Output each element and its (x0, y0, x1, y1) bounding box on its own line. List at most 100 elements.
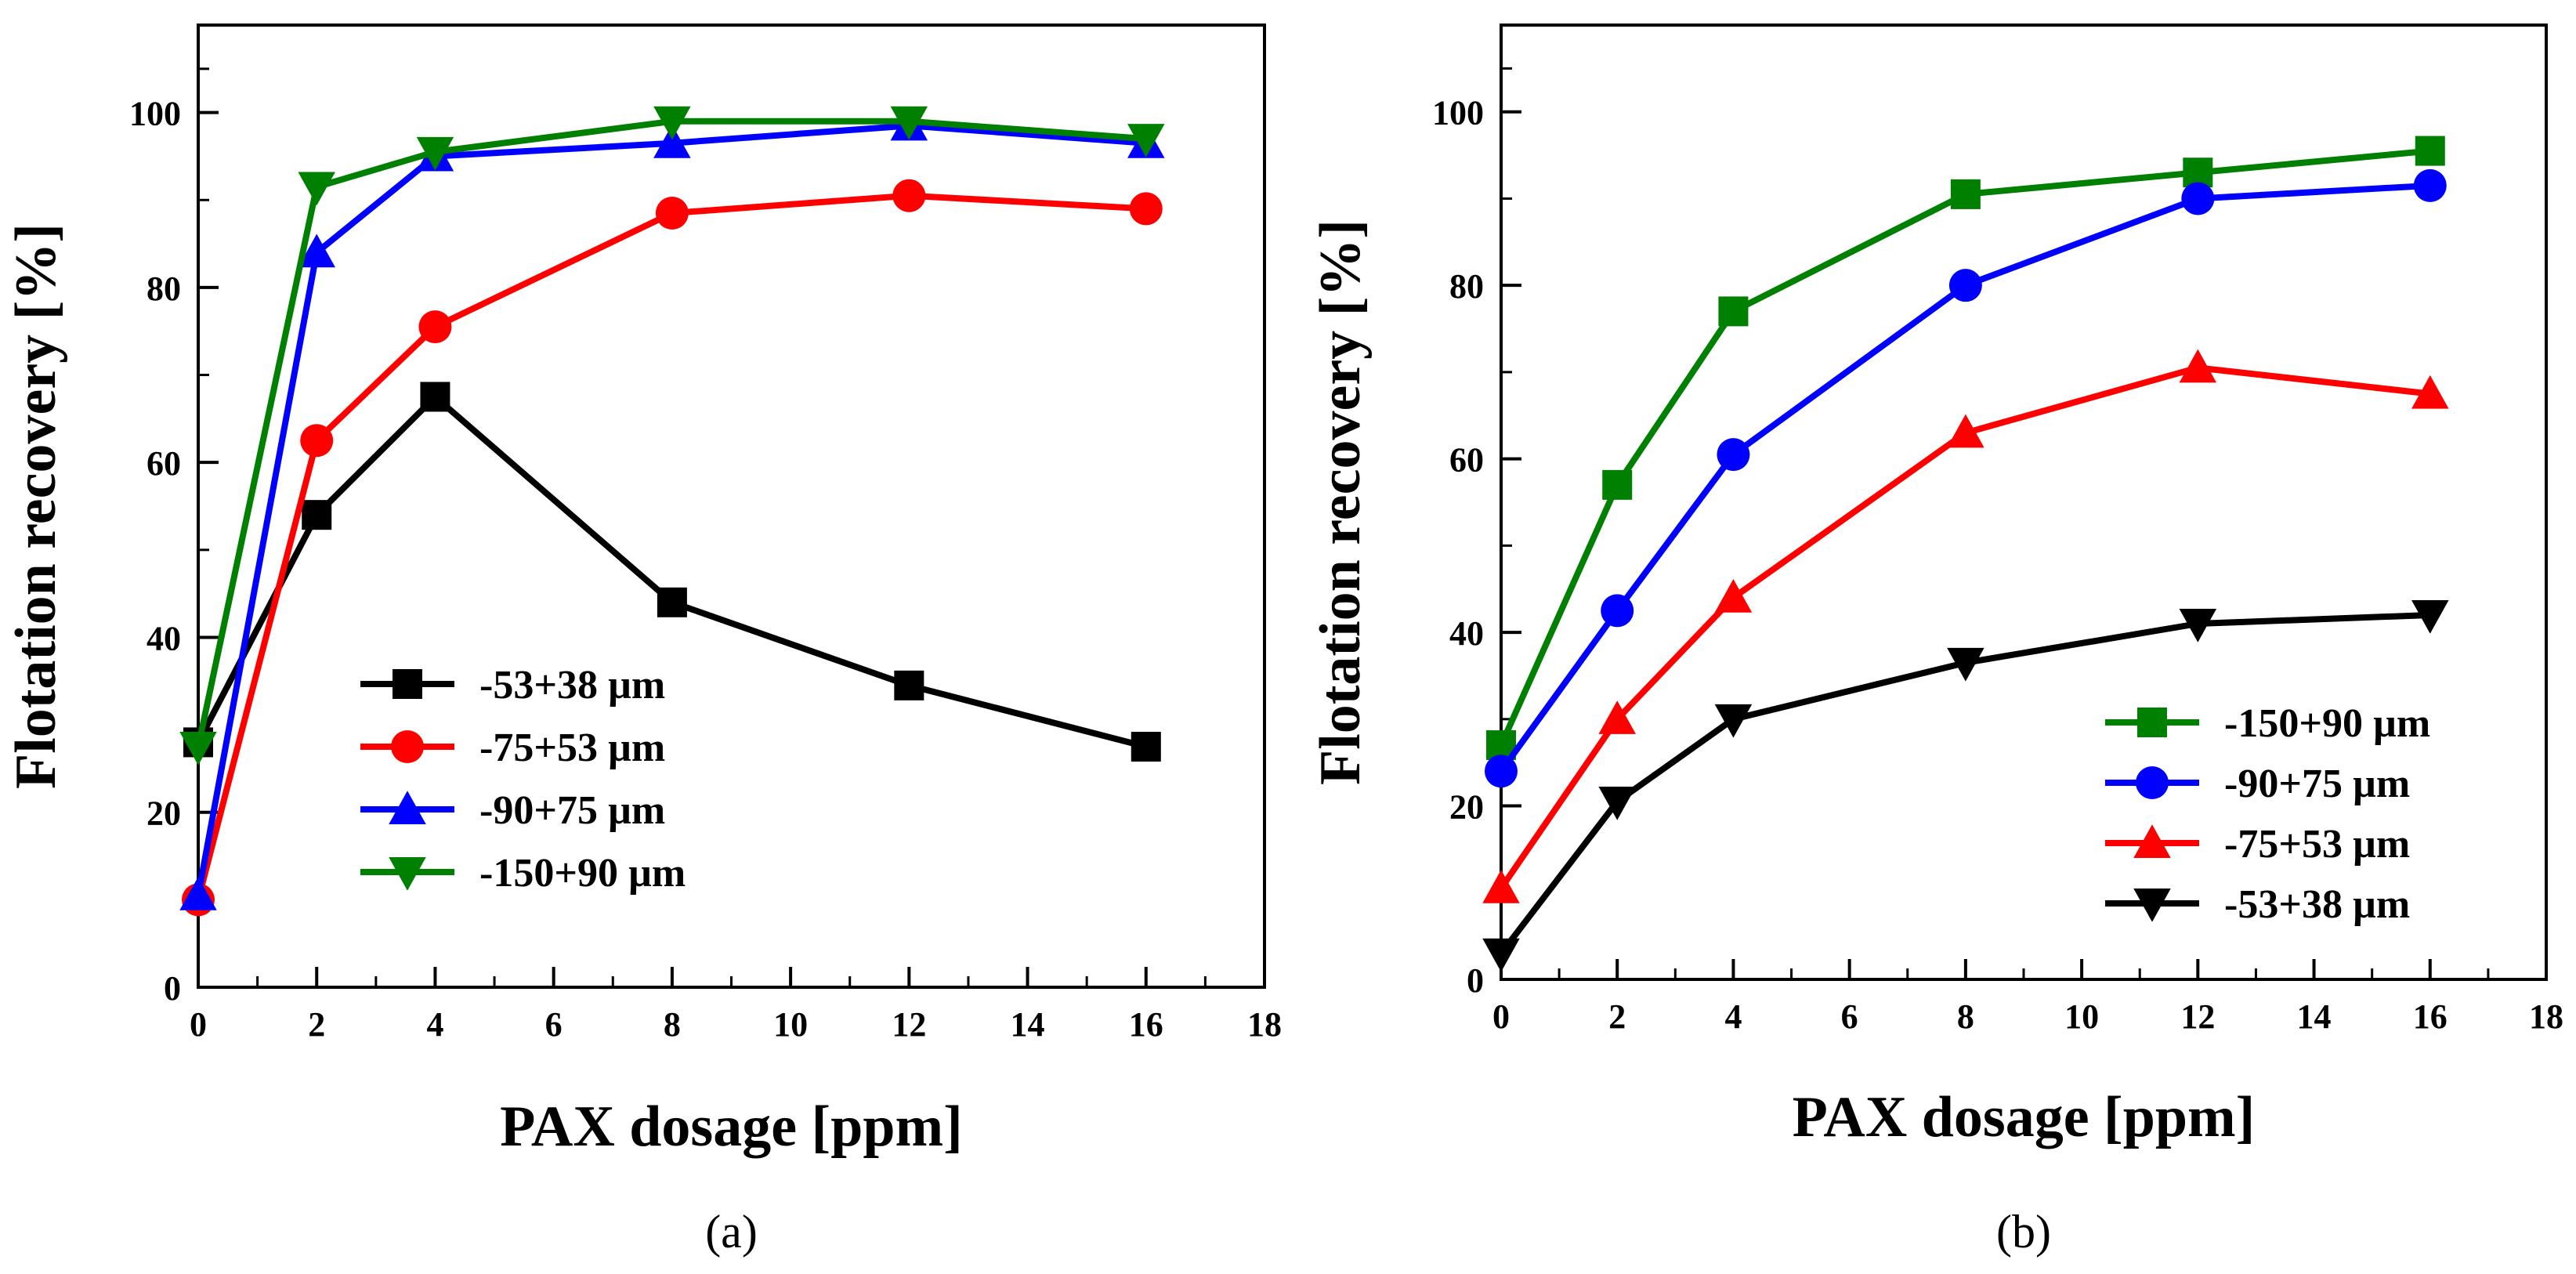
x-tick-label: 18 (1247, 1005, 1282, 1044)
x-tick-label: 0 (1492, 997, 1510, 1036)
x-tick-label: 12 (2180, 997, 2215, 1036)
y-axis-title: Flotation recovery [%] (1308, 219, 1373, 785)
x-tick-label: 16 (1129, 1005, 1163, 1044)
data-point-series-1 (300, 424, 334, 458)
legend-label-2: -75+53 µm (2224, 822, 2410, 867)
legend-marker-2 (2133, 824, 2171, 858)
x-tick-label: 14 (1011, 1005, 1045, 1044)
data-point-series-3 (1482, 938, 1520, 972)
data-point-series-1 (1717, 438, 1750, 472)
y-tick-label: 80 (1449, 267, 1484, 306)
y-tick-label: 60 (1449, 441, 1484, 480)
data-point-series-0 (894, 670, 924, 700)
data-point-series-3 (1947, 647, 1984, 682)
data-point-series-3 (2411, 599, 2449, 634)
panel-b-chart: 0 2 4 6 8 10 12 14 16 18 0 20 40 60 80 100 PAX dosage [p… (1308, 24, 2563, 1258)
data-point-series-3 (2179, 609, 2217, 642)
series-line-0 (195, 393, 1147, 750)
x-tick-label: 18 (2529, 997, 2563, 1036)
legend-label-1: -75+53 µm (479, 726, 665, 770)
legend-label-3: -53+38 µm (2224, 882, 2410, 927)
legend-label-0: -53+38 µm (479, 663, 665, 708)
data-point-series-3 (1714, 704, 1753, 738)
series-line-2 (195, 122, 1147, 896)
x-tick-label: 10 (773, 1005, 808, 1044)
x-tick-label: 12 (892, 1005, 926, 1044)
x-axis-title: PAX dosage [ppm] (500, 1095, 963, 1159)
y-tick-label: 60 (147, 444, 181, 483)
data-point-series-3 (298, 172, 335, 206)
data-point-series-3 (416, 136, 454, 171)
legend-marker-0 (2137, 708, 2167, 737)
series-line-1 (1498, 182, 2431, 773)
legend-marker-2 (389, 791, 426, 824)
data-point-series-2 (1947, 414, 1984, 448)
y-tick-label: 0 (1467, 961, 1484, 1000)
x-tick-label: 8 (1957, 997, 1974, 1036)
series-line-3 (1498, 611, 2430, 956)
data-point-series-0 (420, 382, 450, 412)
data-point-series-1 (2413, 168, 2447, 202)
legend-marker-3 (389, 857, 426, 891)
x-tick-label: 4 (1724, 997, 1742, 1036)
series-line-3 (195, 118, 1147, 747)
data-point-series-2 (1714, 579, 1753, 613)
y-tick-label: 40 (147, 619, 181, 657)
data-point-series-0 (1602, 469, 1633, 500)
data-point-series-2 (179, 877, 217, 910)
data-point-series-1 (1601, 594, 1634, 628)
y-tick-label: 40 (1449, 614, 1484, 653)
data-point-series-2 (2179, 349, 2217, 383)
data-point-series-2 (2411, 375, 2449, 409)
x-tick-label: 14 (2297, 997, 2332, 1036)
x-tick-label: 8 (664, 1005, 681, 1044)
data-point-series-2 (1598, 700, 1636, 734)
x-tick-label: 0 (190, 1005, 207, 1044)
data-point-series-3 (179, 732, 217, 765)
data-point-series-2 (298, 233, 335, 268)
series-line-0 (1498, 147, 2431, 747)
data-point-series-0 (657, 587, 687, 617)
data-point-series-1 (1129, 192, 1163, 226)
data-point-series-3 (653, 106, 691, 140)
legend-label-2: -90+75 µm (479, 788, 665, 833)
data-point-series-1 (1948, 269, 1982, 302)
legend-marker-1 (391, 730, 424, 763)
data-point-series-1 (892, 179, 926, 212)
x-tick-label: 2 (308, 1005, 325, 1044)
legend-label-1: -90+75 µm (2224, 762, 2410, 806)
data-point-series-0 (1131, 732, 1161, 762)
panel-label: (b) (1996, 1206, 2051, 1258)
x-tick-label: 4 (426, 1005, 443, 1044)
series-line-1 (195, 192, 1146, 901)
x-tick-label: 6 (545, 1005, 563, 1044)
data-point-series-0 (302, 500, 332, 530)
x-tick-label: 2 (1608, 997, 1626, 1036)
data-point-series-2 (653, 124, 691, 158)
series-line-2 (1498, 364, 2431, 891)
plot-frame (197, 24, 1266, 989)
x-tick-label: 10 (2064, 997, 2099, 1036)
y-tick-label: 100 (129, 95, 181, 133)
y-tick-label: 20 (1449, 788, 1484, 827)
data-point-series-0 (1950, 179, 1981, 209)
data-point-series-1 (655, 197, 689, 230)
panel-label: (a) (705, 1206, 758, 1258)
data-point-series-1 (418, 310, 452, 344)
data-point-series-1 (1485, 755, 1518, 788)
legend-marker-0 (393, 669, 422, 699)
panel-a-chart: 0 2 4 6 8 10 12 14 16 18 0 20 40 60 80 100 PAX dosage [p… (4, 24, 1282, 1258)
x-tick-label: 16 (2413, 997, 2448, 1036)
data-point-series-1 (2181, 182, 2215, 215)
data-point-series-2 (1482, 869, 1520, 903)
data-point-series-3 (1127, 124, 1165, 157)
data-point-series-0 (2415, 136, 2445, 166)
y-axis-title: Flotation recovery [%] (4, 223, 68, 789)
legend-marker-1 (2136, 766, 2169, 799)
data-point-series-3 (890, 106, 928, 140)
data-point-series-3 (1598, 787, 1636, 820)
y-tick-label: 0 (164, 969, 181, 1008)
data-point-series-0 (1718, 296, 1749, 327)
legend-label-3: -150+90 µm (479, 851, 686, 896)
